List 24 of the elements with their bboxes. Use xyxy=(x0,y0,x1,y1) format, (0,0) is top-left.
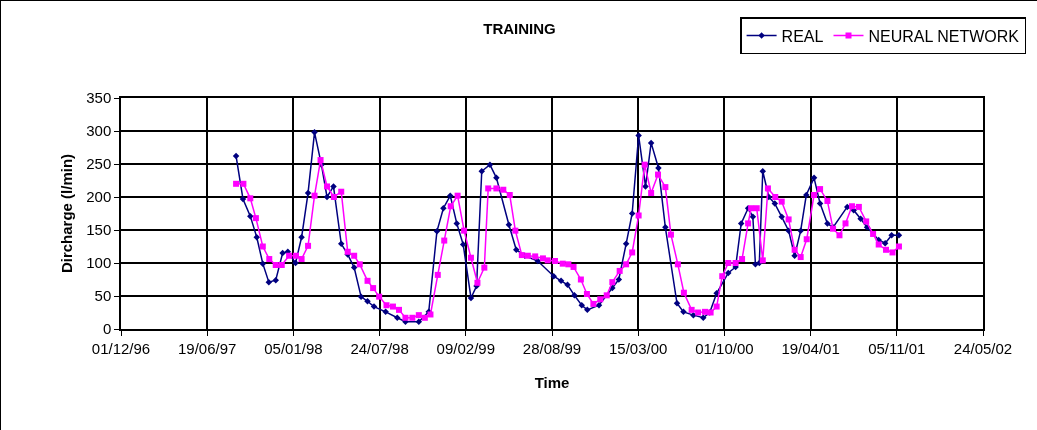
legend-label: REAL xyxy=(781,27,824,45)
x-tick-label: 01/10/00 xyxy=(695,339,754,357)
y-tick-label: 200 xyxy=(86,188,112,206)
x-axis-title: Time xyxy=(534,374,570,392)
x-tick-label: 28/08/99 xyxy=(522,339,582,357)
x-tick-label: 15/03/00 xyxy=(609,339,668,357)
y-tick-label: 0 xyxy=(102,320,112,338)
x-tick-label: 05/11/01 xyxy=(868,339,926,357)
chart-title: TRAINING xyxy=(483,20,556,38)
x-tick-label: 05/01/98 xyxy=(264,339,323,357)
x-tick-label: 24/05/02 xyxy=(953,339,1013,357)
x-tick-label: 09/02/99 xyxy=(436,339,495,357)
y-tick-label: 300 xyxy=(86,122,112,140)
legend-label: NEURAL NETWORK xyxy=(868,27,1020,45)
x-tick-label: 19/04/01 xyxy=(781,339,840,357)
y-tick-label: 50 xyxy=(94,287,112,305)
y-tick-label: 350 xyxy=(86,89,112,107)
y-tick-label: 100 xyxy=(86,254,112,272)
x-tick-label: 19/06/97 xyxy=(178,339,237,357)
y-tick-label: 150 xyxy=(86,221,112,239)
x-tick-label: 01/12/96 xyxy=(91,339,151,357)
x-tick-label: 24/07/98 xyxy=(350,339,409,357)
y-tick-label: 250 xyxy=(86,155,112,173)
y-axis-title: Dircharge (l/min) xyxy=(57,153,75,274)
